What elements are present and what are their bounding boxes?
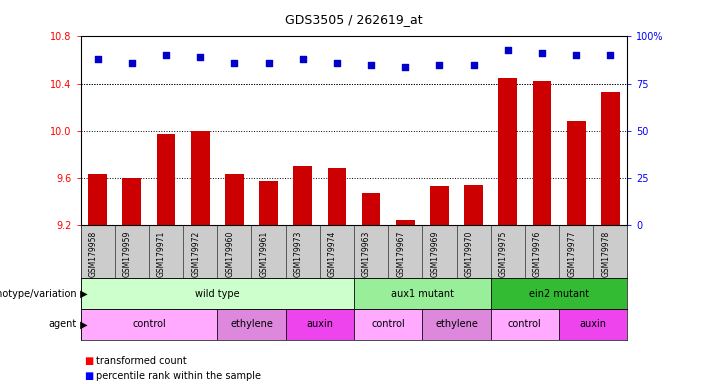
Text: GSM179970: GSM179970 (465, 231, 474, 278)
Text: GSM179975: GSM179975 (499, 231, 508, 278)
Bar (559, 309, 627, 340)
Bar (286, 309, 354, 340)
Text: GSM179972: GSM179972 (191, 231, 200, 277)
Text: GSM179958: GSM179958 (89, 231, 97, 277)
Point (161, 52, 172, 58)
Text: GSM179974: GSM179974 (328, 231, 337, 278)
Text: GSM179963: GSM179963 (362, 231, 371, 278)
Text: ■: ■ (84, 356, 93, 366)
Bar (362, 193, 381, 225)
Text: ethylene: ethylene (230, 319, 273, 329)
Bar (354, 309, 422, 340)
Bar (566, 121, 585, 225)
Bar (217, 309, 286, 340)
Text: control: control (508, 319, 542, 329)
Point (229, 60, 240, 66)
Point (297, 56, 308, 62)
Text: aux1 mutant: aux1 mutant (391, 289, 454, 299)
Text: ethylene: ethylene (435, 319, 478, 329)
Text: ▶: ▶ (77, 319, 88, 329)
Point (126, 60, 137, 66)
Point (605, 52, 616, 58)
Bar (491, 309, 559, 340)
Text: GDS3505 / 262619_at: GDS3505 / 262619_at (285, 13, 423, 26)
Text: GSM179960: GSM179960 (226, 231, 234, 278)
Text: transformed count: transformed count (96, 356, 186, 366)
Text: GSM179969: GSM179969 (430, 231, 440, 278)
Point (92, 56, 103, 62)
Bar (354, 278, 491, 309)
Point (468, 62, 479, 68)
Bar (191, 131, 210, 225)
Text: wild type: wild type (195, 289, 240, 299)
Point (571, 52, 582, 58)
Text: auxin: auxin (580, 319, 607, 329)
Bar (327, 168, 346, 225)
Bar (156, 134, 175, 225)
Text: agent: agent (49, 319, 77, 329)
Text: GSM179978: GSM179978 (601, 231, 611, 277)
Text: GSM179977: GSM179977 (567, 231, 576, 278)
Bar (498, 78, 517, 225)
Bar (396, 220, 415, 225)
Text: GSM179976: GSM179976 (533, 231, 542, 278)
Point (400, 63, 411, 70)
Bar (491, 278, 627, 309)
Text: control: control (372, 319, 405, 329)
Bar (422, 309, 491, 340)
Point (263, 60, 274, 66)
Point (332, 60, 343, 66)
Text: GSM179971: GSM179971 (157, 231, 166, 277)
Text: ein2 mutant: ein2 mutant (529, 289, 589, 299)
Text: percentile rank within the sample: percentile rank within the sample (96, 371, 261, 381)
Text: ▶: ▶ (77, 289, 88, 299)
Bar (601, 92, 620, 225)
Bar (81, 309, 217, 340)
Text: GSM179959: GSM179959 (123, 231, 132, 278)
Text: auxin: auxin (306, 319, 334, 329)
Point (365, 62, 376, 68)
Bar (81, 278, 354, 309)
Bar (533, 81, 552, 225)
Bar (259, 181, 278, 225)
Text: control: control (132, 319, 166, 329)
Text: GSM179973: GSM179973 (294, 231, 303, 278)
Bar (464, 185, 483, 225)
Point (502, 46, 513, 53)
Bar (225, 174, 244, 225)
Text: GSM179967: GSM179967 (396, 231, 405, 278)
Text: GSM179961: GSM179961 (259, 231, 268, 277)
Text: ■: ■ (84, 371, 93, 381)
Bar (123, 178, 142, 225)
Bar (293, 166, 312, 225)
Point (195, 54, 206, 60)
Bar (88, 174, 107, 225)
Point (536, 50, 547, 56)
Point (434, 62, 445, 68)
Bar (430, 186, 449, 225)
Text: genotype/variation: genotype/variation (0, 289, 77, 299)
